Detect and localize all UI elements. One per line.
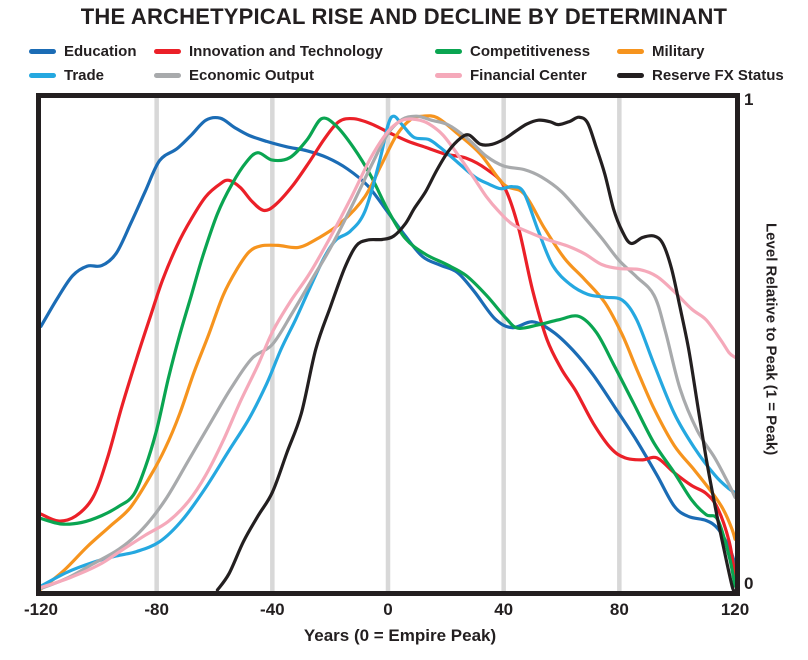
legend: Education Innovation and Technology Compet… <box>0 42 808 85</box>
y-tick-1: 1 <box>744 90 754 109</box>
series-line-reserve-fx-status <box>215 115 735 593</box>
legend-swatch-financial-center <box>435 73 462 78</box>
legend-swatch-innovation-and-technology <box>154 49 181 54</box>
legend-item-innovation-and-technology: Innovation and Technology <box>154 42 435 61</box>
legend-item-competitiveness: Competitiveness <box>435 42 617 61</box>
series-line-military <box>41 114 735 591</box>
legend-swatch-military <box>617 49 644 54</box>
x-tick-label: -40 <box>260 600 285 619</box>
x-tick-label: -80 <box>144 600 169 619</box>
legend-label: Competitiveness <box>470 43 591 60</box>
x-tick-label: 120 <box>720 600 750 619</box>
series-line-financial-center <box>41 117 735 590</box>
legend-label: Financial Center <box>470 67 587 84</box>
page-title: THE ARCHETYPICAL RISE AND DECLINE BY DET… <box>80 4 728 29</box>
x-tick-label: 40 <box>494 600 514 619</box>
legend-item-reserve-fx-status: Reserve FX Status <box>617 66 808 85</box>
x-tick-label: 80 <box>609 600 629 619</box>
series-line-trade <box>41 114 735 588</box>
legend-label: Trade <box>64 67 105 84</box>
legend-label: Reserve FX Status <box>652 67 784 84</box>
legend-label: Military <box>652 43 705 60</box>
plot-border <box>36 93 740 596</box>
y-tick-0: 0 <box>744 574 754 593</box>
series-line-economic-output <box>41 114 735 591</box>
legend-swatch-economic-output <box>154 73 181 78</box>
legend-item-military: Military <box>617 42 808 61</box>
series-line-innovation-and-technology <box>41 116 735 578</box>
legend-item-education: Education <box>29 42 154 61</box>
x-axis-label: Years (0 = Empire Peak) <box>303 626 497 645</box>
legend-swatch-trade <box>29 73 56 78</box>
x-axis-ticks: -120 -80 -40 0 40 80 120 <box>0 600 808 622</box>
legend-item-trade: Trade <box>29 66 154 85</box>
series-line-education <box>41 115 735 566</box>
y-axis-label: Level Relative to Peak (1 = Peak) <box>762 223 780 456</box>
legend-item-economic-output: Economic Output <box>154 66 435 85</box>
legend-swatch-education <box>29 49 56 54</box>
x-tick-label: -120 <box>23 600 59 619</box>
legend-label: Economic Output <box>189 67 314 84</box>
legend-label: Education <box>64 43 137 60</box>
series-line-competitiveness <box>41 116 735 588</box>
legend-swatch-competitiveness <box>435 49 462 54</box>
x-tick-label: 0 <box>383 600 393 619</box>
legend-swatch-reserve-fx-status <box>617 73 644 78</box>
legend-label: Innovation and Technology <box>189 43 383 60</box>
legend-item-financial-center: Financial Center <box>435 66 617 85</box>
